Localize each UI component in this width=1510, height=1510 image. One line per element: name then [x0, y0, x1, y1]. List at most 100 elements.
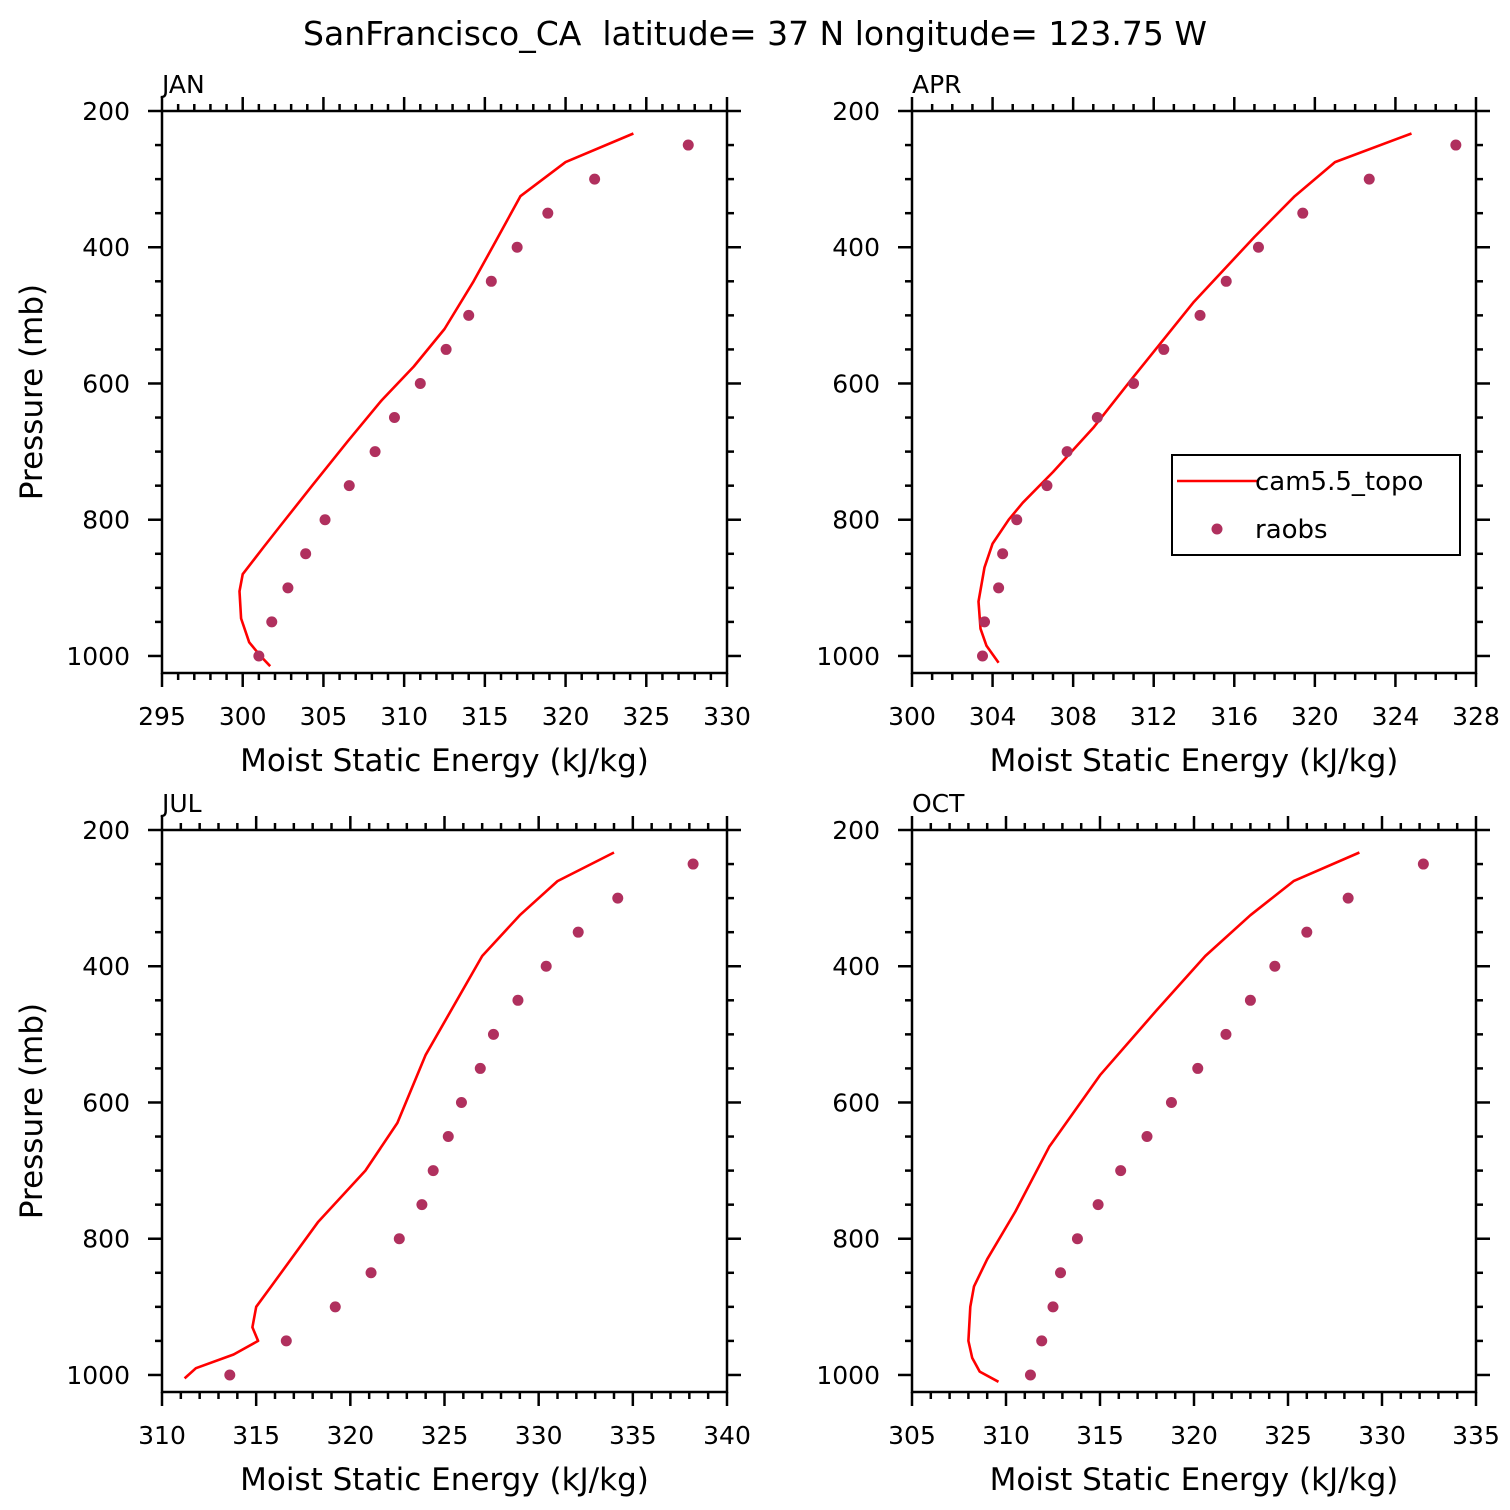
- x-tick-label: 308: [1049, 702, 1097, 731]
- obs-point: [282, 582, 294, 594]
- obs-point: [1055, 1267, 1067, 1279]
- obs-point: [682, 139, 694, 151]
- panel-label: JAN: [160, 70, 205, 99]
- model-line: [238, 132, 634, 668]
- y-tick-label: 800: [832, 506, 880, 535]
- obs-point: [1269, 960, 1281, 972]
- obs-point: [977, 650, 988, 662]
- x-tick-label: 330: [703, 702, 751, 731]
- x-tick-label: 315: [232, 1421, 280, 1450]
- obs-point: [329, 1301, 341, 1313]
- obs-point: [463, 309, 475, 321]
- obs-point: [511, 241, 523, 253]
- x-tick-label: 340: [703, 1421, 751, 1450]
- x-tick-label: 320: [326, 1421, 374, 1450]
- y-tick-label: 800: [82, 1225, 130, 1254]
- obs-point: [1041, 480, 1053, 492]
- obs-point: [1244, 994, 1256, 1006]
- x-tick-label: 316: [1210, 702, 1258, 731]
- x-tick-label: 305: [888, 1421, 936, 1450]
- x-tick-label: 320: [542, 702, 590, 731]
- obs-point: [1115, 1165, 1127, 1177]
- y-tick-label: 400: [832, 952, 880, 981]
- obs-point: [993, 582, 1005, 594]
- y-tick-label: 400: [832, 233, 880, 262]
- x-tick-label: 330: [515, 1421, 563, 1450]
- obs-point: [512, 994, 524, 1006]
- panel-apr: APR 300 304 308 312 316 320 324 328 200 400 600 800 1…: [816, 70, 1499, 779]
- obs-point: [542, 207, 554, 219]
- obs-point: [572, 926, 584, 938]
- y-axis-label: Pressure (mb): [14, 284, 50, 500]
- x-tick-label: 310: [138, 1421, 186, 1450]
- y-tick-label: 200: [832, 816, 880, 845]
- y-tick-label: 400: [82, 952, 130, 981]
- obs-point: [343, 480, 355, 492]
- panels: JAN 295 300 305 310 315 320 325 330 200 400 600 800 1…: [14, 70, 1500, 1498]
- y-tick-label: 400: [82, 233, 130, 262]
- panel-label: JUL: [160, 789, 202, 818]
- obs-point: [442, 1131, 454, 1143]
- obs-point: [1141, 1131, 1153, 1143]
- x-tick-label: 330: [1358, 1421, 1406, 1450]
- x-tick-label: 305: [300, 702, 348, 731]
- obs-point: [485, 275, 497, 287]
- obs-point: [1091, 412, 1103, 424]
- obs-point: [266, 616, 278, 628]
- obs-point: [1192, 1062, 1204, 1074]
- obs-point: [979, 616, 991, 628]
- plot-frame: [160, 828, 729, 1394]
- obs-point: [540, 960, 552, 972]
- obs-point: [1128, 377, 1140, 389]
- x-tick-label: 320: [1170, 1421, 1218, 1450]
- obs-point: [440, 343, 452, 355]
- obs-point: [1036, 1335, 1048, 1347]
- x-tick-label: 328: [1452, 702, 1500, 731]
- obs-point: [319, 514, 331, 526]
- panel-jul: JUL 310 315 320 325 330 335 340 200 400 600 800 1000…: [14, 789, 751, 1498]
- x-tick-label: 325: [622, 702, 670, 731]
- x-tick-label: 315: [461, 702, 509, 731]
- y-tick-label: 1000: [816, 642, 880, 671]
- obs-point: [1342, 892, 1354, 904]
- obs-point: [1011, 514, 1023, 526]
- obs-point: [589, 173, 601, 185]
- y-tick-label: 800: [82, 506, 130, 535]
- panel-label: OCT: [912, 789, 965, 818]
- plot-frame: [160, 109, 729, 675]
- y-tick-label: 800: [832, 1225, 880, 1254]
- model-line: [183, 851, 615, 1380]
- x-tick-label: 304: [969, 702, 1017, 731]
- y-tick-label: 200: [82, 816, 130, 845]
- obs-point: [997, 548, 1009, 560]
- obs-point: [388, 412, 400, 424]
- obs-point: [1220, 275, 1232, 287]
- x-tick-label: 310: [380, 702, 428, 731]
- panel-oct: OCT 305 310 315 320 325 330 335 200 400 600 800 1000…: [816, 789, 1499, 1498]
- model-line: [967, 851, 1360, 1383]
- y-tick-label: 600: [82, 369, 130, 398]
- model-line: [977, 132, 1412, 664]
- obs-point: [224, 1369, 236, 1381]
- x-tick-label: 335: [609, 1421, 657, 1450]
- x-tick-label: 325: [1264, 1421, 1312, 1450]
- obs-point: [1071, 1233, 1083, 1245]
- obs-point: [300, 548, 312, 560]
- x-tick-label: 320: [1291, 702, 1339, 731]
- y-axis-label: Pressure (mb): [14, 1003, 50, 1219]
- y-tick-label: 200: [82, 97, 130, 126]
- panel-label: APR: [912, 70, 962, 99]
- obs-point: [280, 1335, 292, 1347]
- y-tick-label: 600: [82, 1088, 130, 1117]
- obs-point: [487, 1028, 499, 1040]
- y-tick-label: 600: [832, 369, 880, 398]
- y-tick-label: 1000: [66, 1361, 130, 1390]
- x-tick-label: 295: [138, 702, 186, 731]
- legend-box: [1171, 454, 1461, 556]
- obs-point: [1194, 309, 1206, 321]
- x-axis-label: Moist Static Energy (kJ/kg): [240, 743, 649, 779]
- y-tick-label: 600: [832, 1088, 880, 1117]
- obs-point: [369, 446, 381, 458]
